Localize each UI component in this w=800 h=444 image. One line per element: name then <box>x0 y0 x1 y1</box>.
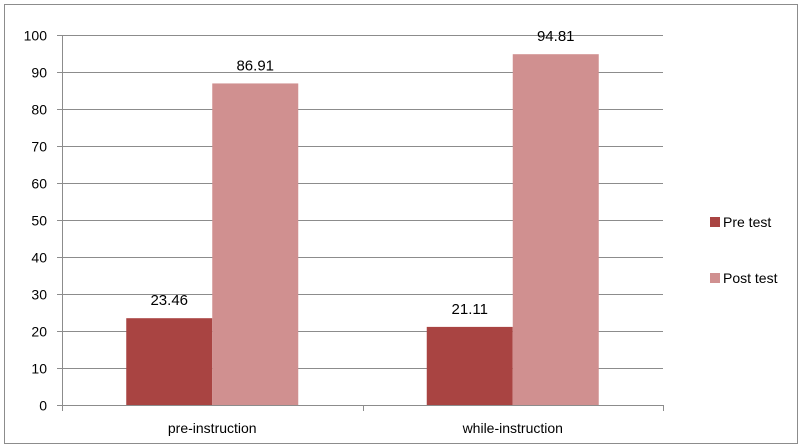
data-label: 86.91 <box>236 57 274 74</box>
legend-swatch <box>710 217 720 227</box>
y-tick-label: 0 <box>39 398 47 414</box>
x-tick-label: pre-instruction <box>168 420 257 436</box>
y-tick-label: 30 <box>31 287 47 303</box>
y-tick-label: 100 <box>24 28 48 44</box>
data-label: 23.46 <box>150 292 188 309</box>
y-tick-label: 90 <box>31 65 47 81</box>
legend-swatch <box>710 273 720 283</box>
y-tick-label: 60 <box>31 176 47 192</box>
legend: Pre test Post test <box>710 214 778 286</box>
bar-pre-test-pre-instruction <box>126 318 213 405</box>
y-tick-label: 20 <box>31 324 47 340</box>
y-tick-label: 10 <box>31 361 47 377</box>
y-tick-label: 80 <box>31 102 47 118</box>
data-label: 21.11 <box>452 301 488 318</box>
legend-label: Post test <box>723 270 778 286</box>
y-tick-label: 50 <box>31 213 47 229</box>
bar-post-test-while-instruction <box>512 54 599 405</box>
bar-post-test-pre-instruction <box>212 83 299 406</box>
data-label: 94.81 <box>537 28 575 45</box>
y-tick-label: 40 <box>31 250 47 266</box>
x-tick-label: while-instruction <box>462 420 563 436</box>
axes: 0 10 20 30 40 50 60 70 80 90 100 pre-instruction whi… <box>24 28 664 436</box>
bar-pre-test-while-instruction <box>426 326 513 405</box>
y-tick-label: 70 <box>31 139 47 155</box>
bars <box>126 54 599 406</box>
legend-label: Pre test <box>723 214 771 230</box>
data-labels: 23.46 86.91 21.11 94.81 <box>150 28 574 318</box>
